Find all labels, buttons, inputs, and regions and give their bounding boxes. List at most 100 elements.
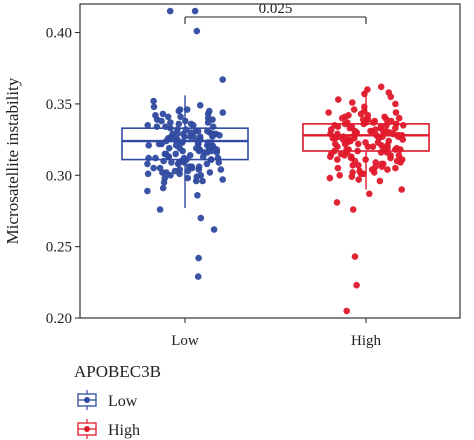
data-point bbox=[206, 169, 214, 176]
legend-entry-label: Low bbox=[108, 393, 138, 410]
data-point bbox=[336, 172, 344, 179]
data-point bbox=[377, 83, 385, 91]
data-point bbox=[150, 103, 158, 111]
data-point bbox=[349, 206, 357, 213]
data-point bbox=[369, 143, 377, 150]
data-point bbox=[337, 150, 345, 158]
data-point bbox=[145, 142, 152, 149]
data-point bbox=[144, 170, 152, 178]
data-point bbox=[370, 119, 377, 126]
legend-title: APOBEC3B bbox=[74, 362, 161, 381]
data-point bbox=[191, 7, 199, 15]
data-point bbox=[150, 164, 157, 172]
data-point bbox=[331, 122, 338, 129]
data-point bbox=[195, 254, 202, 262]
data-point bbox=[395, 114, 403, 122]
significance-bracket: 0.025 bbox=[184, 1, 367, 24]
y-tick-label: 0.25 bbox=[46, 240, 72, 256]
data-point bbox=[360, 170, 367, 178]
data-point bbox=[175, 107, 183, 115]
data-point bbox=[152, 154, 159, 162]
data-point bbox=[186, 152, 194, 159]
data-point bbox=[156, 206, 164, 213]
data-point bbox=[393, 157, 401, 165]
data-point bbox=[351, 253, 359, 260]
box-layer bbox=[121, 86, 430, 209]
data-point bbox=[385, 137, 393, 145]
data-point bbox=[333, 199, 341, 206]
data-point bbox=[335, 96, 342, 103]
data-point bbox=[159, 184, 167, 192]
y-tick-label: 0.35 bbox=[46, 97, 72, 113]
data-point bbox=[400, 122, 407, 129]
data-point bbox=[398, 186, 406, 193]
data-point bbox=[159, 169, 166, 176]
data-point bbox=[219, 176, 226, 183]
data-point bbox=[348, 153, 355, 160]
data-point bbox=[195, 147, 203, 155]
data-point bbox=[353, 281, 360, 289]
data-point bbox=[196, 102, 204, 109]
data-point bbox=[194, 127, 202, 135]
data-point bbox=[329, 134, 337, 142]
data-point bbox=[167, 172, 174, 179]
data-point bbox=[378, 160, 385, 168]
data-point bbox=[377, 123, 385, 130]
data-point bbox=[168, 159, 175, 166]
y-tick-label: 0.40 bbox=[46, 26, 72, 42]
data-point bbox=[355, 140, 362, 148]
data-point bbox=[334, 143, 341, 150]
data-point bbox=[195, 166, 203, 173]
legend-entry-label: High bbox=[108, 422, 140, 439]
data-point bbox=[367, 127, 374, 135]
data-point bbox=[199, 177, 206, 185]
data-point bbox=[209, 142, 216, 149]
data-point bbox=[219, 109, 227, 116]
p-value-label: 0.025 bbox=[259, 1, 293, 17]
data-point bbox=[361, 90, 368, 98]
data-point bbox=[181, 133, 188, 140]
data-point bbox=[387, 117, 395, 125]
x-tick-label: Low bbox=[171, 333, 199, 349]
data-point bbox=[144, 160, 151, 168]
data-point bbox=[393, 144, 401, 152]
data-point bbox=[174, 160, 182, 168]
data-point bbox=[334, 156, 341, 163]
data-point bbox=[188, 164, 196, 172]
data-point bbox=[343, 146, 350, 153]
data-point bbox=[204, 149, 211, 156]
data-point bbox=[214, 154, 222, 162]
data-point bbox=[372, 163, 379, 170]
data-point bbox=[164, 113, 172, 121]
box bbox=[302, 123, 430, 152]
legend-key-point bbox=[84, 397, 90, 403]
data-point bbox=[210, 226, 218, 233]
data-point bbox=[372, 126, 379, 133]
y-tick-label: 0.20 bbox=[46, 311, 72, 327]
data-point bbox=[144, 122, 151, 129]
data-point bbox=[177, 113, 184, 121]
data-point bbox=[346, 124, 354, 132]
data-point bbox=[384, 166, 391, 173]
data-point bbox=[190, 122, 197, 129]
data-point bbox=[175, 120, 183, 128]
data-point bbox=[187, 133, 194, 140]
data-point bbox=[350, 106, 358, 113]
data-point bbox=[167, 119, 174, 126]
data-point bbox=[385, 89, 393, 96]
data-point bbox=[213, 149, 221, 156]
data-point bbox=[160, 179, 168, 186]
data-point bbox=[209, 123, 217, 130]
y-axis-title: Microsatellite instability bbox=[3, 77, 22, 244]
legend: APOBEC3B Low High bbox=[74, 362, 161, 439]
data-point bbox=[204, 114, 212, 122]
plot-panel-border bbox=[79, 3, 461, 319]
data-point bbox=[193, 27, 201, 35]
data-point bbox=[392, 100, 399, 108]
data-point bbox=[382, 127, 390, 135]
data-point bbox=[195, 140, 202, 148]
data-point bbox=[376, 177, 384, 185]
data-point bbox=[392, 109, 400, 116]
